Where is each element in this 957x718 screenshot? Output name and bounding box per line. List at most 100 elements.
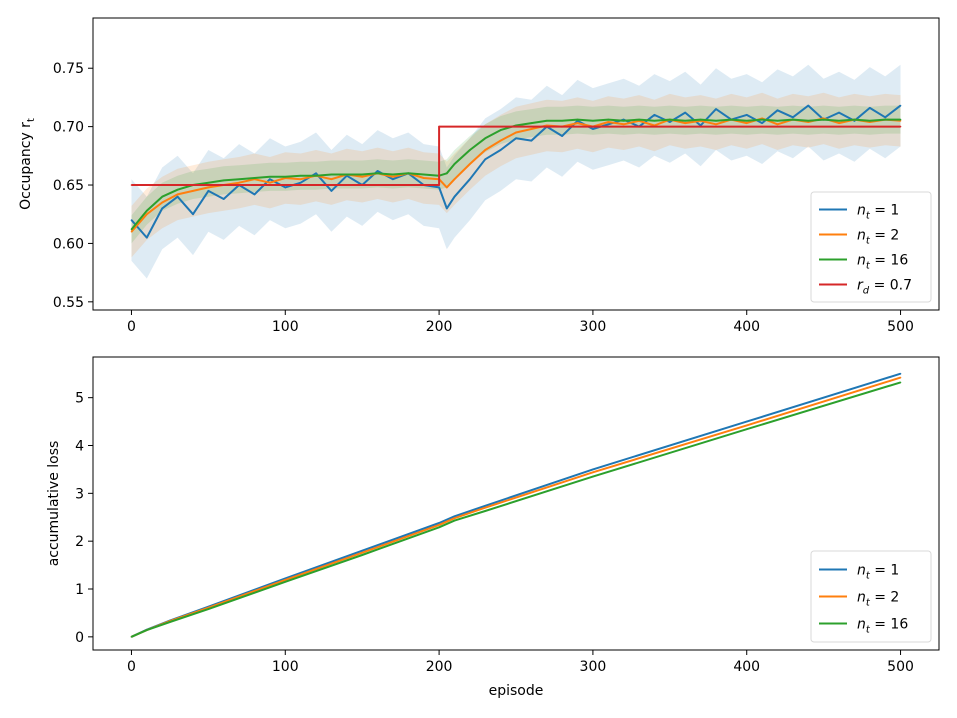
- data-point: [684, 111, 686, 114]
- data-point: [238, 178, 240, 180]
- data-point: [745, 114, 748, 116]
- legend-label-n-t-16: nt = 16: [857, 617, 908, 636]
- occupancy-axes-frame: [92, 17, 940, 311]
- data-point: [807, 120, 810, 122]
- data-point: [453, 163, 456, 165]
- data-point: [822, 118, 825, 121]
- data-point: [192, 190, 194, 192]
- data-point: [438, 522, 440, 524]
- x-tick-label: 0: [127, 659, 136, 675]
- data-point: [146, 213, 148, 215]
- data-point: [546, 120, 548, 122]
- data-point: [361, 173, 364, 176]
- data-point: [446, 207, 448, 210]
- data-point: [745, 428, 748, 431]
- data-point: [576, 118, 579, 121]
- data-point: [422, 173, 425, 176]
- data-point: [530, 122, 533, 124]
- data-point: [484, 505, 487, 507]
- y-tick-label: 1: [75, 582, 84, 598]
- legend-label-n-t-2: nt = 2: [857, 590, 899, 609]
- data-point: [253, 177, 256, 179]
- data-point: [453, 519, 456, 522]
- data-point: [299, 178, 302, 180]
- x-tick-label: 400: [733, 319, 760, 335]
- data-point: [899, 118, 902, 121]
- data-point: [807, 104, 810, 107]
- data-point: [592, 475, 594, 478]
- x-tick-label: 200: [426, 659, 453, 675]
- data-point: [161, 207, 163, 210]
- legend-box: [810, 550, 932, 643]
- data-point: [576, 122, 579, 124]
- data-point: [684, 122, 686, 124]
- data-point: [499, 149, 502, 151]
- data-point: [284, 579, 287, 581]
- data-point: [469, 178, 471, 180]
- data-point: [745, 120, 748, 122]
- data-point: [484, 510, 487, 512]
- data-point: [446, 186, 448, 189]
- data-point: [376, 170, 379, 172]
- data-point: [438, 524, 440, 526]
- data-point: [838, 120, 840, 122]
- data-point: [299, 181, 302, 184]
- data-point: [253, 193, 256, 196]
- loss-y-axis: 0 1 2 3 4 5: [75, 391, 93, 646]
- data-point: [161, 201, 163, 204]
- data-point: [161, 195, 163, 198]
- data-point: [484, 506, 487, 509]
- data-point: [638, 118, 640, 121]
- occupancy-y-axis-label: Occupancy rt: [18, 118, 37, 210]
- data-point: [284, 176, 287, 178]
- data-point: [346, 173, 348, 176]
- data-point: [453, 515, 456, 518]
- y-tick-label: 0.75: [53, 61, 84, 77]
- data-point: [176, 188, 179, 191]
- data-point: [361, 554, 364, 556]
- occupancy-lines: [130, 104, 902, 239]
- data-point: [299, 174, 302, 177]
- legend-box: [810, 191, 932, 303]
- y-tick-label: 0: [75, 630, 84, 646]
- y-tick-label: 5: [75, 391, 84, 407]
- data-point: [361, 551, 364, 554]
- data-point: [499, 139, 502, 142]
- data-point: [715, 108, 717, 110]
- data-point: [730, 118, 733, 121]
- series-line-n-t-16: [131, 381, 901, 638]
- data-point: [899, 104, 902, 107]
- x-tick-label: 100: [272, 659, 299, 675]
- data-point: [592, 471, 594, 474]
- data-point: [315, 174, 317, 177]
- data-point: [146, 629, 148, 631]
- data-point: [392, 176, 394, 178]
- occupancy-panel: 0 100 200 300 400 500 0.55 0.60 0.65 0.70 0.75 Oc…: [18, 17, 940, 335]
- data-point: [269, 178, 271, 180]
- data-point: [130, 230, 133, 233]
- data-point: [715, 123, 717, 126]
- data-point: [761, 118, 763, 121]
- data-point: [884, 118, 886, 121]
- data-point: [453, 195, 456, 198]
- data-point: [438, 184, 440, 186]
- data-point: [884, 116, 886, 119]
- y-tick-label: 0.70: [53, 120, 84, 136]
- data-point: [592, 120, 594, 122]
- data-point: [622, 120, 625, 122]
- data-point: [169, 621, 171, 623]
- y-tick-label: 0.65: [53, 178, 84, 194]
- occupancy-legend: nt = 1 nt = 2 nt = 16 rd = 0.7: [810, 191, 932, 303]
- data-point: [222, 179, 225, 182]
- data-point: [146, 236, 148, 239]
- y-tick-label: 3: [75, 486, 84, 502]
- data-point: [469, 163, 471, 165]
- data-point: [684, 120, 686, 122]
- loss-x-axis: 0 100 200 300 400 500: [127, 650, 914, 675]
- legend-label-n-t-2: nt = 2: [857, 228, 899, 247]
- x-tick-label: 100: [272, 319, 299, 335]
- data-point: [561, 120, 563, 122]
- data-point: [669, 118, 671, 121]
- loss-axes-frame: [92, 356, 940, 651]
- data-point: [607, 118, 610, 121]
